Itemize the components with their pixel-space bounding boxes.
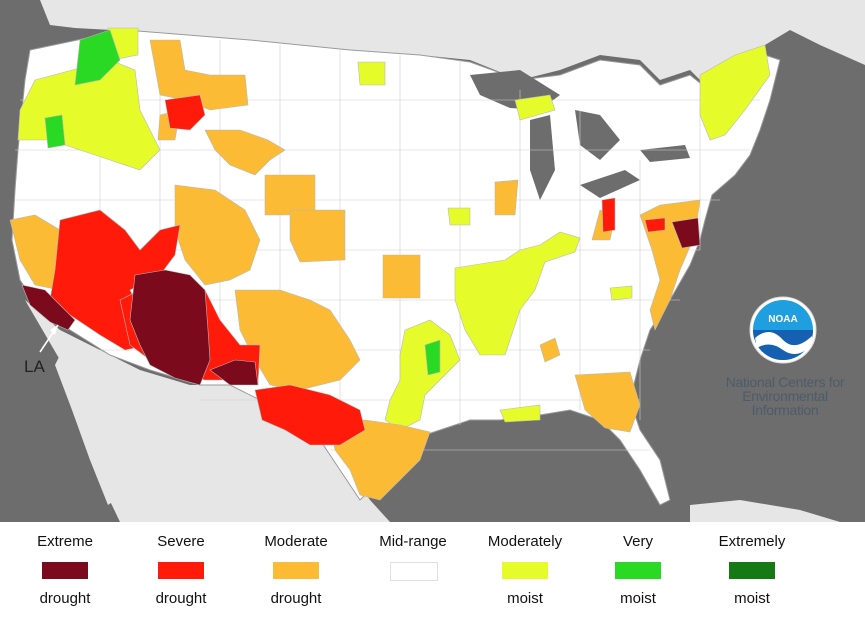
noaa-logo: NOAA — [749, 296, 817, 364]
canada — [40, 0, 865, 90]
legend-label-top: Moderately — [487, 533, 563, 550]
legend-label-bottom: drought — [39, 590, 91, 607]
noaa-caption-line2: Environmental — [742, 388, 828, 404]
legend-label-top: Moderate — [264, 533, 328, 550]
legend-label-bottom: drought — [155, 590, 207, 607]
mexico — [25, 300, 390, 522]
legend-swatch — [158, 562, 204, 579]
map-canvas: NOAA — [0, 0, 865, 522]
lake-ontario — [640, 145, 690, 162]
legend-swatch — [390, 562, 438, 581]
baja-california — [55, 355, 115, 505]
legend-label-bottom: moist — [507, 590, 543, 607]
legend-label-top: Mid-range — [379, 533, 447, 550]
legend-label-bottom: drought — [270, 590, 322, 607]
lake-huron — [575, 110, 620, 160]
legend-label-top: Very — [622, 533, 653, 550]
legend-swatch — [42, 562, 88, 579]
noaa-emblem-text: NOAA — [768, 314, 797, 325]
legend-label-bottom: moist — [734, 590, 770, 607]
moderate-drought-regions — [9, 39, 701, 501]
legend-label-bottom: moist — [620, 590, 656, 607]
legend-label-top: Severe — [157, 533, 205, 550]
moderately-moist-regions — [17, 27, 771, 431]
lake-erie — [580, 170, 640, 198]
noaa-caption-line3: Information — [751, 402, 819, 418]
legend-label-top: Extremely — [718, 533, 786, 550]
very-moist-regions — [44, 29, 441, 376]
la-arrow — [39, 324, 59, 353]
legend-swatch — [502, 562, 548, 579]
noaa-caption: National Centers for Environmental Infor… — [720, 375, 850, 417]
lake-michigan — [530, 115, 555, 200]
legend: Extreme drought Severe drought Moderate … — [0, 522, 865, 619]
legend-swatch — [615, 562, 661, 579]
noaa-caption-line1: National Centers for — [725, 374, 845, 390]
drought-map: NOAA LA National Centers for Environment… — [0, 0, 865, 522]
extreme-drought-regions — [21, 217, 701, 386]
legend-label-top: Extreme — [37, 533, 93, 550]
cuba — [690, 500, 840, 522]
la-annotation: LA — [24, 357, 45, 376]
legend-swatch — [273, 562, 319, 579]
legend-swatch — [729, 562, 775, 579]
